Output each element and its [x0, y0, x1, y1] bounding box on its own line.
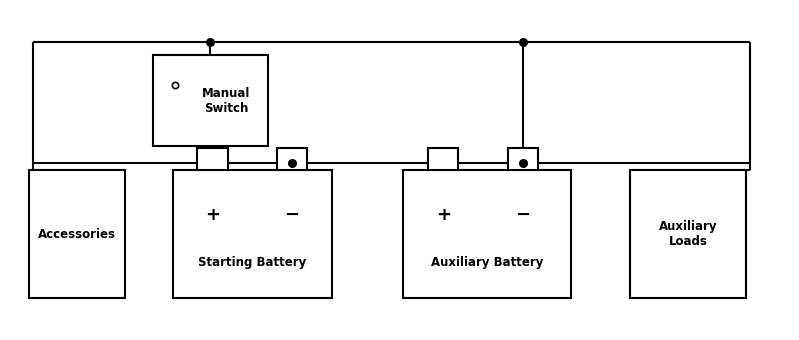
Text: Auxiliary Battery: Auxiliary Battery	[431, 256, 543, 269]
Text: Manual
Switch: Manual Switch	[202, 87, 251, 115]
Text: Auxiliary
Loads: Auxiliary Loads	[659, 220, 718, 248]
Text: Accessories: Accessories	[38, 227, 116, 241]
Text: −: −	[284, 206, 300, 224]
Text: −: −	[515, 206, 531, 224]
Bar	[153, 55, 268, 147]
Bar	[173, 170, 332, 298]
Text: +: +	[205, 206, 220, 224]
Bar	[403, 170, 570, 298]
Bar	[30, 170, 125, 298]
Text: +: +	[435, 206, 451, 224]
Text: Starting Battery: Starting Battery	[198, 256, 306, 269]
Bar	[428, 148, 459, 170]
Bar	[197, 148, 228, 170]
Bar	[630, 170, 745, 298]
Bar	[277, 148, 307, 170]
Bar	[508, 148, 538, 170]
